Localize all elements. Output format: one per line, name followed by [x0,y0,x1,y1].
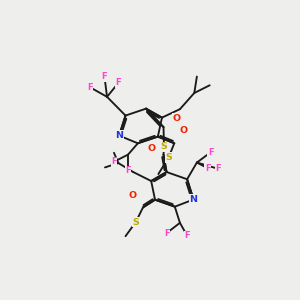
Text: F: F [215,164,221,173]
Text: F: F [208,148,214,157]
Text: S: S [132,218,139,226]
Text: F: F [125,166,131,175]
Text: N: N [115,131,123,140]
Text: O: O [180,126,188,135]
Text: S: S [160,142,167,152]
Text: F: F [87,83,93,92]
Text: F: F [116,79,121,88]
Text: F: F [184,231,190,240]
Text: F: F [102,72,107,81]
Text: N: N [190,195,197,204]
Text: F: F [111,157,117,166]
Text: O: O [147,144,155,153]
Text: F: F [164,229,169,238]
Text: O: O [129,190,137,200]
Text: O: O [172,114,180,123]
Text: S: S [165,153,172,162]
Text: O: O [172,114,180,123]
Text: F: F [205,164,211,173]
